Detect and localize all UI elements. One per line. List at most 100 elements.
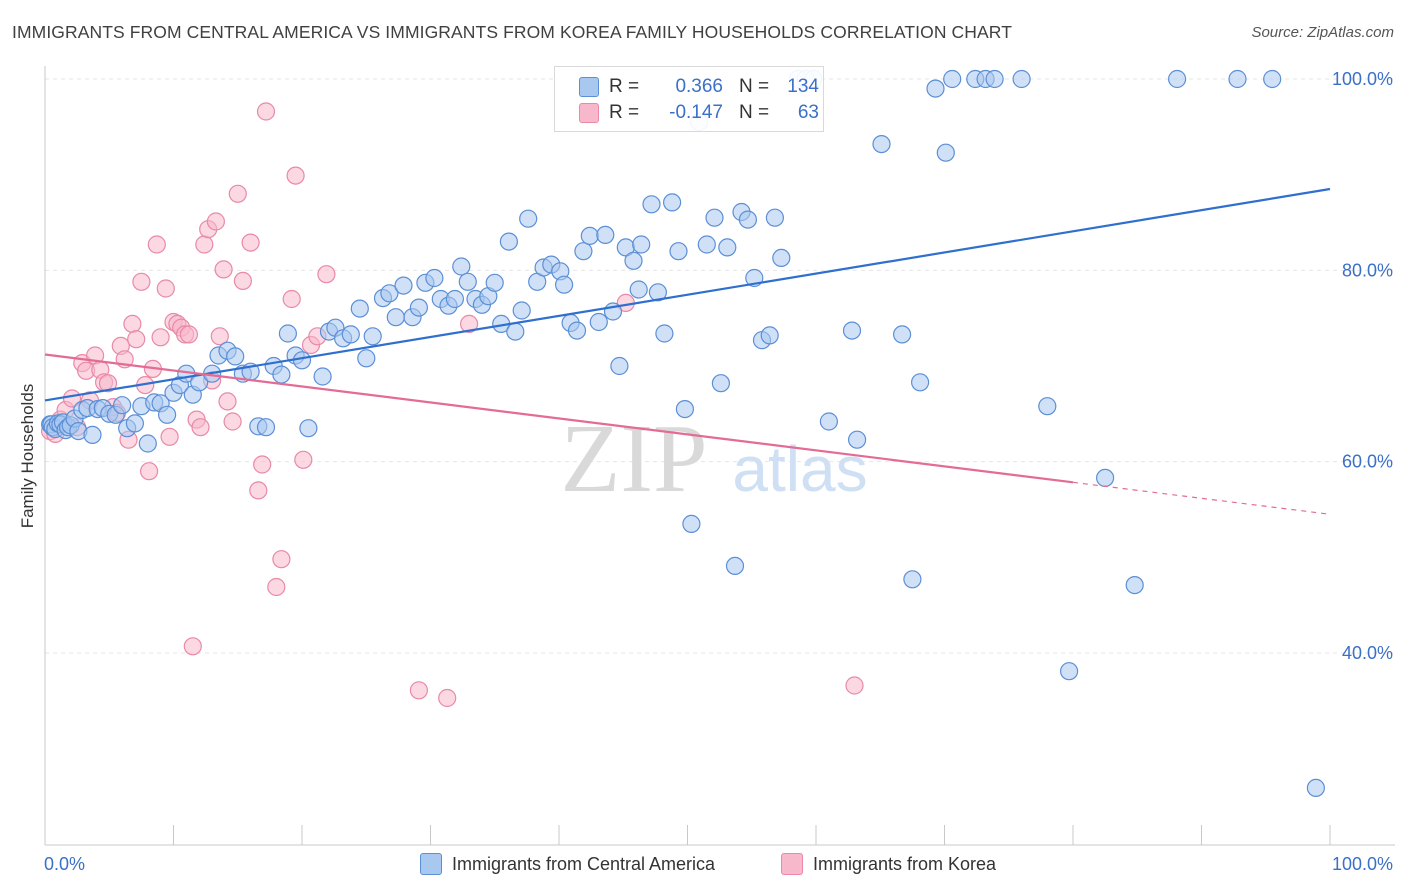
korea-point xyxy=(241,233,260,252)
central-america-point xyxy=(936,143,955,162)
central-america-point xyxy=(985,69,1004,89)
korea-point xyxy=(195,235,214,254)
source-credit: Source: ZipAtlas.com xyxy=(1251,24,1394,41)
central-america-point xyxy=(452,257,471,276)
x-tick-label-min: 0.0% xyxy=(44,854,85,874)
legend-row-korea: R = -0.147 N = 63 xyxy=(579,101,819,125)
central-america-point xyxy=(313,367,332,386)
y-tick-label: 40.0% xyxy=(1342,643,1393,663)
central-america-point xyxy=(357,349,376,368)
central-america-point xyxy=(1095,468,1115,487)
blue-swatch xyxy=(579,77,599,97)
central-america-point xyxy=(445,289,464,309)
watermark-atlas: atlas xyxy=(732,433,867,505)
central-america-point xyxy=(386,308,405,327)
central-america-point xyxy=(574,242,593,261)
central-america-point xyxy=(512,301,531,320)
n-label: N = xyxy=(739,102,770,123)
central-america-point xyxy=(610,356,629,376)
pink-legend-swatch xyxy=(781,853,803,875)
central-america-point xyxy=(648,283,668,302)
central-america-point xyxy=(624,251,643,270)
central-america-point xyxy=(112,396,132,415)
central-america-point xyxy=(1059,662,1079,681)
central-america-point xyxy=(1038,397,1057,416)
central-america-point xyxy=(711,374,731,393)
legend-item-korea: Immigrants from Korea xyxy=(781,852,996,876)
y-tick-label: 60.0% xyxy=(1342,452,1393,472)
korea-point xyxy=(294,450,313,469)
central-america-point xyxy=(485,273,504,292)
pink-swatch xyxy=(579,103,599,123)
korea-point xyxy=(127,330,146,349)
central-america-point xyxy=(506,322,525,341)
korea-point xyxy=(286,166,305,185)
central-america-point xyxy=(669,242,688,261)
central-america-point xyxy=(926,79,945,98)
korea-point xyxy=(151,328,170,347)
central-america-point xyxy=(83,425,102,444)
central-america-point xyxy=(380,284,399,303)
central-america-point xyxy=(655,324,674,343)
legend-label: Immigrants from Central America xyxy=(452,853,716,874)
r-label: R = xyxy=(609,76,640,97)
korea-point xyxy=(147,235,166,254)
axes xyxy=(44,66,1395,846)
central-america-point xyxy=(341,325,360,344)
korea-point xyxy=(256,102,276,121)
korea-point xyxy=(179,325,198,344)
central-america-point xyxy=(1306,778,1326,798)
central-america-point xyxy=(1012,69,1031,89)
central-america-point xyxy=(299,419,318,438)
tick-labels: 40.0% 60.0% 80.0% 100.0% 0.0% 100.0% xyxy=(44,69,1393,874)
korea-point xyxy=(160,427,179,446)
korea-trend-line xyxy=(44,353,1074,484)
central-america-point xyxy=(589,312,608,332)
korea-point xyxy=(123,314,142,333)
korea-point xyxy=(210,327,229,346)
central-america-point xyxy=(158,405,177,424)
central-america-point xyxy=(425,268,444,288)
legend-row-central-america: R = 0.366 N = 134 xyxy=(579,75,819,99)
korea-point xyxy=(249,481,268,500)
central-america-point xyxy=(1167,69,1187,89)
central-america-point xyxy=(725,556,745,576)
trend-lines xyxy=(44,187,1331,515)
central-america-points xyxy=(40,69,1326,798)
korea-point xyxy=(233,271,252,290)
central-america-point xyxy=(138,434,157,453)
korea-point xyxy=(228,184,247,203)
central-america-point xyxy=(760,326,779,345)
korea-point xyxy=(218,392,237,411)
korea-point xyxy=(156,279,175,298)
central-america-point xyxy=(292,351,312,370)
central-america-point xyxy=(705,208,724,227)
central-america-point xyxy=(718,238,737,257)
blue-legend-swatch xyxy=(420,853,442,875)
central-america-point xyxy=(819,412,839,431)
central-america-point xyxy=(272,365,291,384)
korea-point xyxy=(223,412,242,431)
central-america-point xyxy=(519,209,538,228)
x-tick-label-max: 100.0% xyxy=(1332,854,1393,874)
central-america-point xyxy=(642,195,661,214)
central-america-point xyxy=(847,430,867,449)
watermark-zip: ZIP xyxy=(561,405,708,513)
central-america-point xyxy=(350,299,369,318)
korea-point xyxy=(140,462,159,481)
n-value: 134 xyxy=(787,76,819,97)
watermark: ZIP atlas xyxy=(561,405,868,513)
central-america-point xyxy=(1228,69,1247,89)
korea-point xyxy=(409,681,428,700)
central-america-point xyxy=(1125,575,1144,595)
korea-point xyxy=(272,550,291,569)
central-america-point xyxy=(125,414,144,433)
central-america-trend-line xyxy=(44,187,1331,402)
central-america-point xyxy=(256,418,276,437)
central-america-point xyxy=(409,298,428,317)
y-tick-label: 100.0% xyxy=(1332,69,1393,89)
central-america-point xyxy=(554,275,574,294)
central-america-point xyxy=(662,193,682,212)
legend-label: Immigrants from Korea xyxy=(813,853,997,874)
central-america-point xyxy=(226,347,245,366)
